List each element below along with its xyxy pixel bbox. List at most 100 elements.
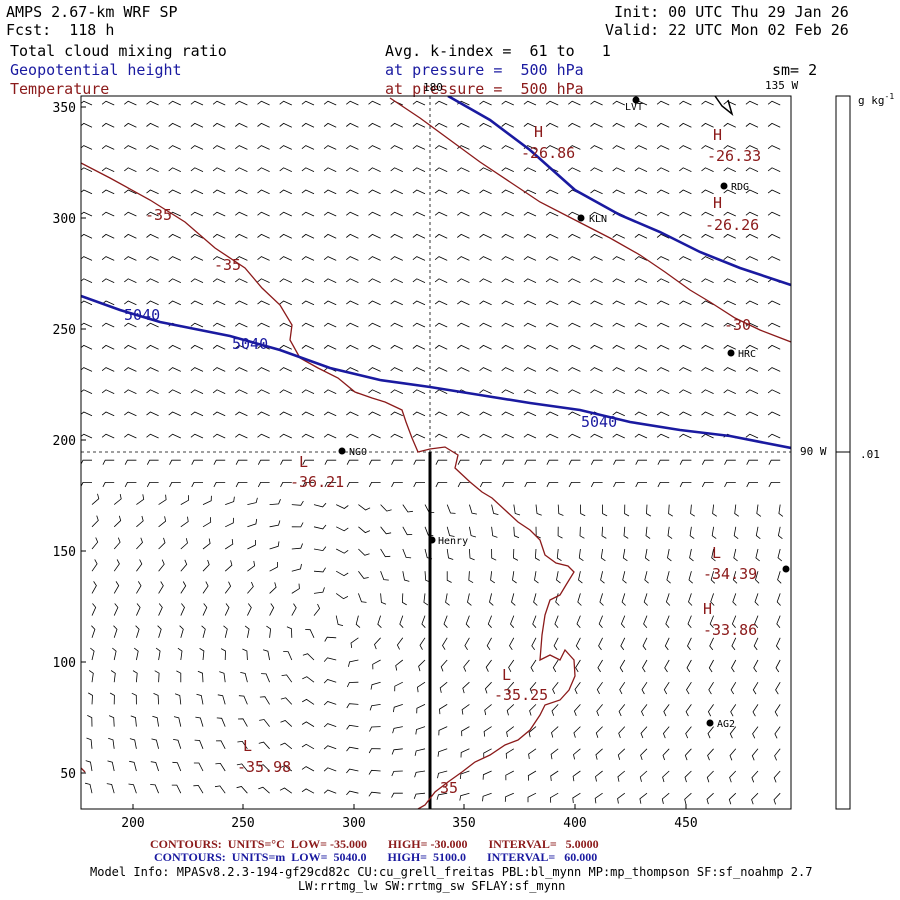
wind-barb [751,770,759,783]
wind-barb [168,233,181,239]
wind-barb [457,367,470,372]
wind-barb [346,681,359,688]
wind-barb [665,615,670,628]
model-info: Model Info: MPASv8.2.3-194-gf29cd82c CU:… [90,865,813,879]
wind-barb [224,603,230,616]
wind-barb [174,693,182,705]
wind-barb [368,389,381,394]
wind-barb [753,637,759,651]
wind-barb [479,145,492,150]
wind-barb [723,322,736,328]
wind-barb [124,344,137,350]
wind-barb [590,189,603,195]
wind-barb [643,593,648,606]
wind-barb [635,459,647,465]
wind-barb [578,571,583,584]
wind-barb [412,411,426,417]
wind-barb [423,593,429,606]
wind-barb [590,256,603,261]
wind-barb [348,659,359,667]
wind-barb [712,504,718,517]
wind-barb [434,233,448,239]
wind-barb [190,322,204,328]
wind-barb [91,625,96,638]
wind-barb [434,122,448,128]
wind-barb [545,344,559,350]
wind-barb [745,367,759,372]
wind-barb [323,211,337,217]
wind-barb [396,637,404,650]
wind-barb [641,704,648,717]
wind-barb [752,704,759,717]
wind-barb [402,504,413,513]
wind-barb [368,256,381,261]
wind-barb [457,167,470,172]
wind-barb [435,482,448,488]
wind-barb [336,504,349,509]
wind-barb [124,300,137,306]
wind-barb [368,145,381,150]
wind-barb [235,411,248,417]
wind-barb [767,256,781,261]
wind-barb [323,433,337,439]
wind-barb [190,433,204,439]
wind-barb [390,411,403,417]
wind-barb [573,726,581,738]
wind-barb [546,459,559,465]
smoothing: sm= 2 [772,61,818,79]
wind-barb [101,433,115,439]
wind-barb [642,637,648,651]
wind-barb [399,615,404,628]
wind-barb [446,571,452,583]
wind-barb [479,233,492,239]
wind-barb [457,256,470,261]
wind-barb [101,367,115,372]
wind-barb [590,278,603,283]
wind-barb [767,145,781,150]
height-label-1: 5040 [124,306,160,324]
wind-barb [524,482,536,488]
wind-barb [323,256,337,261]
wind-barb [324,459,337,465]
wind-barb [368,211,381,217]
wind-barb [469,548,475,561]
wind-barb [358,504,371,511]
wind-barb [723,389,736,394]
wind-barb [523,278,537,283]
wind-barb [346,211,359,217]
wind-barb [323,300,337,306]
wind-barb [402,526,413,536]
wind-barb [346,122,359,128]
wind-barb [446,504,456,514]
wind-barb [124,389,137,394]
valid-time: Valid: 22 UTC Mon 02 Feb 26 [605,21,849,39]
wind-barb [412,189,426,195]
wind-barb [212,233,226,239]
wind-barb [346,233,359,239]
wind-barb [575,637,581,651]
temp-contour-c [81,767,86,773]
wind-barb [346,790,359,796]
wind-barb [434,300,448,306]
init-time: Init: 00 UTC Thu 29 Jan 26 [614,3,849,21]
wind-barb [501,389,514,394]
station-lvt: LVT [625,102,643,113]
wind-barb [131,692,137,705]
wind-barb [247,603,252,616]
wind-barb [752,726,759,739]
wind-barb [643,615,648,628]
wind-barb [545,367,559,372]
wind-barb [708,681,714,695]
wind-barb [323,411,337,417]
wind-barb [596,704,603,717]
wind-barb [568,459,581,465]
wind-barb [434,411,448,417]
wind-barb [421,615,426,628]
wind-barb [146,300,159,306]
wind-barb [413,482,425,488]
wind-barb [663,681,670,695]
wind-barb [346,145,359,150]
wind-barb [634,256,648,261]
wind-barb [158,603,163,616]
wind-barb [723,300,736,306]
